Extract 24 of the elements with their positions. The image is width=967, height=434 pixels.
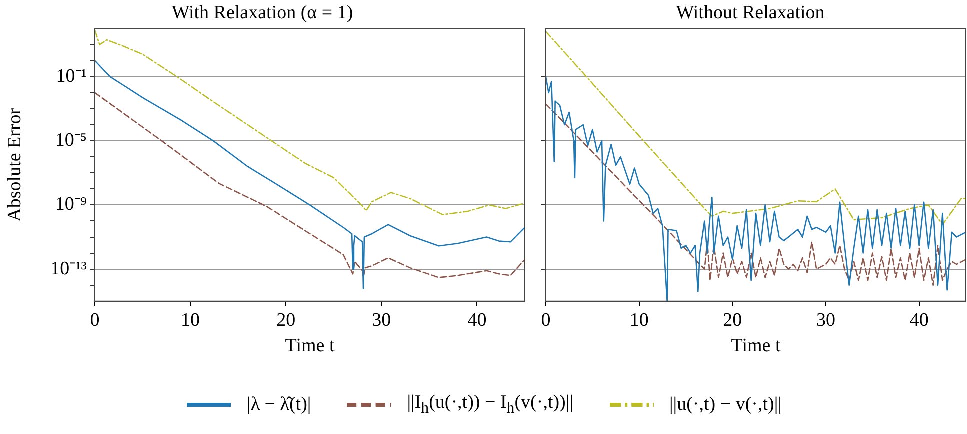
x-axis-title: Time t — [731, 336, 782, 357]
x-tick-label: 10 — [181, 310, 200, 331]
x-tick-label: 40 — [910, 310, 929, 331]
y-tick-label: 10⁻⁵ — [55, 130, 87, 152]
x-tick-label: 20 — [723, 310, 742, 331]
chart-title: Without Relaxation — [676, 2, 826, 24]
x-tick-label: 30 — [816, 310, 836, 331]
y-axis-title: Absolute Error — [4, 108, 26, 222]
y-tick-label: 10⁻⁹ — [55, 194, 88, 216]
y-tick-label: 10⁻¹ — [56, 66, 88, 87]
legend-label: ||u(·,t) − v(·,t)|| — [670, 394, 782, 416]
x-axis-title: Time t — [285, 336, 336, 357]
legend-label: |λ − λ̂(t)| — [247, 394, 312, 416]
x-tick-label: 30 — [372, 310, 392, 331]
legend-label: ||I$_{h}$(u(·,t)) − I$_{h}$(v(·,t))|| — [407, 392, 574, 418]
chart-title: With Relaxation (α = 1) — [172, 2, 354, 24]
line-series — [95, 92, 525, 278]
y-tick-label: 10⁻¹³ — [50, 258, 88, 280]
line-series — [95, 30, 525, 216]
x-tick-label: 40 — [468, 310, 487, 331]
x-tick-label: 10 — [630, 310, 649, 331]
x-tick-label: 0 — [90, 310, 100, 331]
x-tick-label: 0 — [541, 310, 551, 331]
x-tick-label: 20 — [276, 310, 296, 331]
